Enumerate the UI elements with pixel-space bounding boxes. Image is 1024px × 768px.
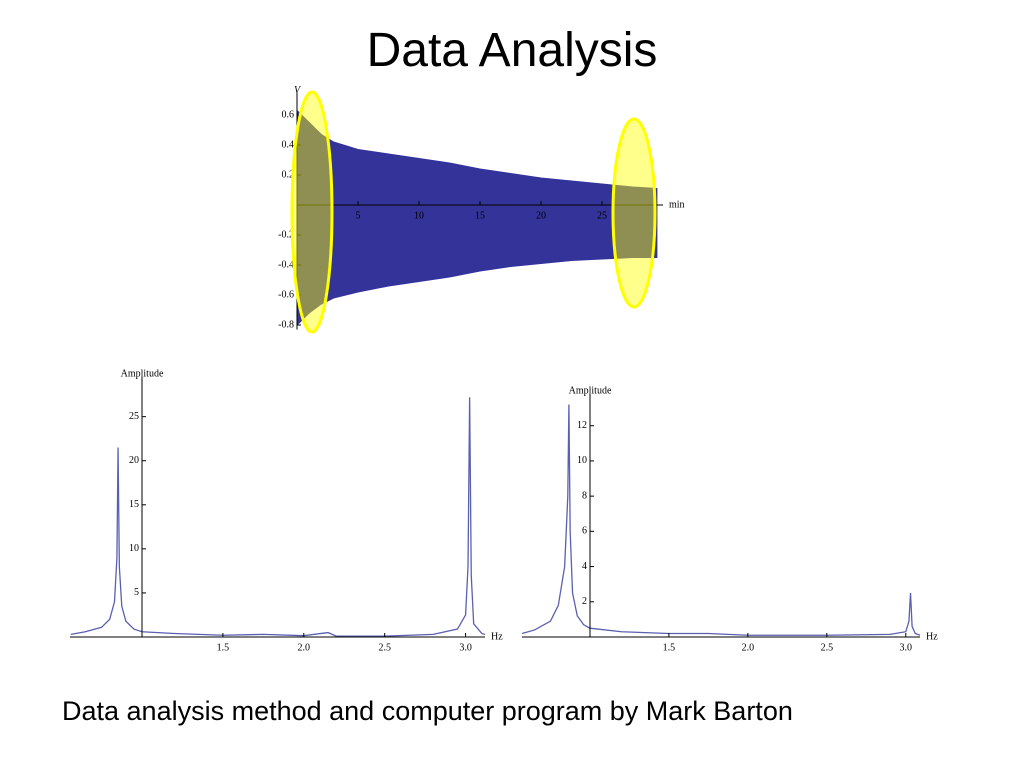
y-tick-label: 0.2 (282, 169, 295, 180)
y-tick-label: 25 (129, 411, 139, 422)
x-tick-label: 10 (414, 210, 424, 221)
x-tick-label: 25 (597, 210, 607, 221)
y-tick-label: -0.2 (278, 229, 294, 240)
spectrum-line (70, 397, 486, 637)
caption: Data analysis method and computer progra… (62, 696, 793, 726)
x-tick-label: 20 (536, 210, 546, 221)
y-tick-label: 10 (577, 455, 587, 466)
y-tick-label: 10 (129, 543, 139, 554)
spectrum-line (521, 404, 921, 636)
x-tick-label: 1.5 (217, 642, 230, 653)
y-tick-label: 12 (577, 420, 587, 431)
x-tick-label: 2.0 (742, 642, 755, 653)
y-tick-label: -0.4 (278, 259, 294, 270)
x-tick-label: 3.0 (459, 642, 472, 653)
x-axis-label: Hz (926, 631, 938, 642)
y-axis-label: V (294, 85, 302, 96)
x-tick-label: 5 (356, 210, 361, 221)
highlight-start (290, 90, 334, 334)
y-tick-label: 15 (129, 499, 139, 510)
x-tick-label: 1.5 (663, 642, 676, 653)
y-tick-label: 5 (134, 587, 139, 598)
chart: 1.5 2.0 2.5 3.0 5 10 15 20 25 Amplitude Hz (70, 368, 503, 653)
x-tick-label: 2.5 (821, 642, 834, 653)
y-axis-label: Amplitude (121, 368, 164, 379)
x-axis-label: min (669, 199, 685, 210)
y-tick-label: 4 (582, 561, 587, 572)
y-tick-label: 2 (582, 596, 587, 607)
charts: 5 10 15 20 250.60.40.2-0.2-0.4-0.6-0.8Vmin1.… (70, 85, 938, 653)
highlight-end (611, 117, 657, 309)
x-tick-label: 3.0 (900, 642, 913, 653)
y-tick-label: -0.8 (278, 319, 294, 330)
y-tick-label: 20 (129, 455, 139, 466)
y-tick-label: 0.6 (282, 109, 295, 120)
highlights (290, 90, 657, 334)
chart: 1.5 2.0 2.5 3.0 2 4 6 8 10 12 Amplitude Hz (521, 385, 938, 653)
x-tick-label: 2.5 (378, 642, 391, 653)
y-tick-label: 6 (582, 526, 587, 537)
slide-title: Data Analysis (367, 24, 658, 77)
x-tick-label: 15 (475, 210, 485, 221)
y-tick-label: 0.4 (282, 139, 295, 150)
envelope-area (296, 109, 658, 206)
y-tick-label: -0.6 (278, 289, 294, 300)
x-axis-label: Hz (491, 631, 503, 642)
envelope-area (296, 204, 658, 327)
y-axis-label: Amplitude (569, 385, 612, 396)
y-tick-label: 8 (582, 490, 587, 501)
x-tick-label: 2.0 (298, 642, 311, 653)
